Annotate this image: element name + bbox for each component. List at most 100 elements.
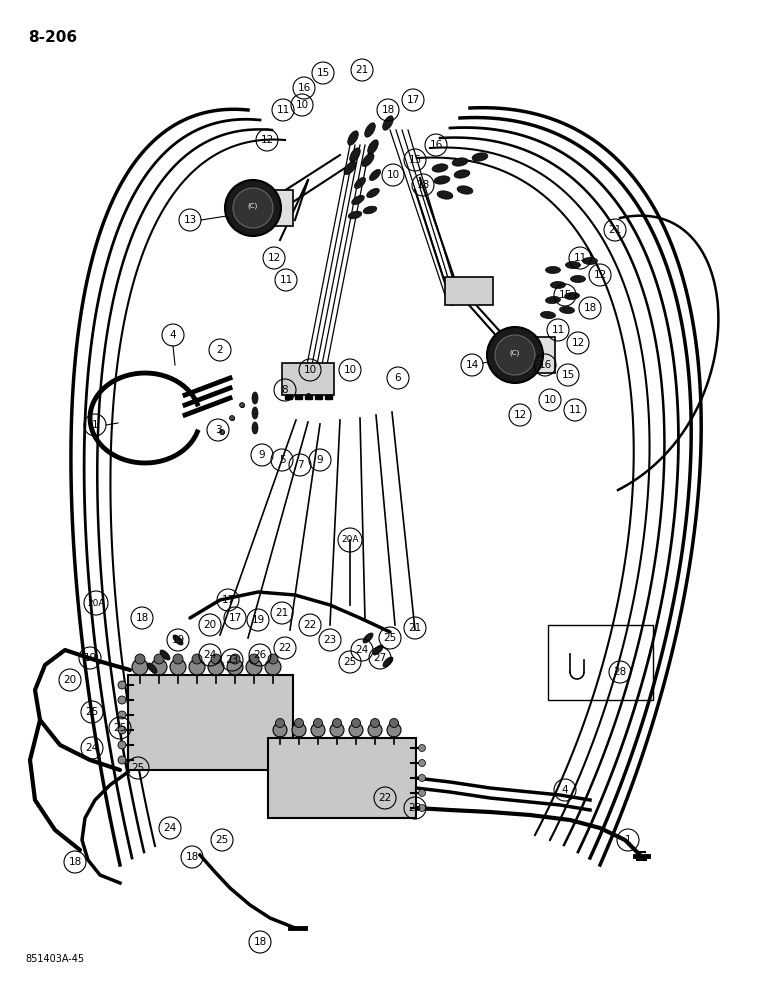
Text: 19: 19	[83, 653, 97, 663]
Circle shape	[332, 718, 342, 728]
Circle shape	[211, 654, 221, 664]
Ellipse shape	[454, 170, 470, 178]
Ellipse shape	[383, 657, 393, 667]
Text: 14: 14	[466, 360, 479, 370]
Ellipse shape	[565, 292, 580, 300]
Text: 9: 9	[259, 450, 265, 460]
Circle shape	[151, 659, 167, 675]
Text: 25: 25	[215, 835, 229, 845]
Circle shape	[170, 659, 186, 675]
Text: 12: 12	[513, 410, 526, 420]
Text: 10: 10	[303, 365, 317, 375]
Text: 17: 17	[406, 95, 420, 105]
Ellipse shape	[472, 153, 488, 161]
Text: 18: 18	[136, 613, 149, 623]
Ellipse shape	[349, 148, 360, 162]
Circle shape	[419, 790, 426, 796]
Ellipse shape	[432, 164, 448, 172]
Ellipse shape	[545, 266, 561, 273]
Circle shape	[352, 718, 360, 728]
Bar	[285, 395, 292, 399]
Text: 851403A-45: 851403A-45	[25, 954, 84, 964]
Text: 8: 8	[282, 385, 289, 395]
Text: 16: 16	[429, 140, 442, 150]
Text: 20: 20	[63, 675, 76, 685]
Ellipse shape	[383, 116, 393, 130]
Circle shape	[419, 760, 426, 766]
Circle shape	[273, 723, 287, 737]
Text: 21: 21	[409, 623, 422, 633]
Circle shape	[227, 659, 243, 675]
Circle shape	[118, 681, 126, 689]
Text: 25: 25	[343, 657, 356, 667]
Circle shape	[275, 718, 285, 728]
Ellipse shape	[160, 650, 170, 660]
Text: 26: 26	[254, 650, 267, 660]
Text: 22: 22	[303, 620, 317, 630]
Circle shape	[154, 654, 164, 664]
Circle shape	[368, 723, 382, 737]
Ellipse shape	[348, 131, 358, 145]
Text: 12: 12	[261, 135, 274, 145]
Circle shape	[292, 723, 306, 737]
Circle shape	[192, 654, 202, 664]
Bar	[325, 395, 332, 399]
Ellipse shape	[363, 206, 377, 214]
Text: 22: 22	[378, 793, 392, 803]
Circle shape	[239, 402, 244, 408]
Text: 10: 10	[544, 395, 557, 405]
Text: 2: 2	[217, 345, 223, 355]
Text: 15: 15	[317, 68, 330, 78]
Circle shape	[330, 723, 344, 737]
Text: 18: 18	[381, 105, 395, 115]
Text: 11: 11	[573, 253, 587, 263]
Text: 17: 17	[222, 595, 235, 605]
Text: 10: 10	[296, 100, 309, 110]
Circle shape	[295, 718, 303, 728]
Text: 18: 18	[583, 303, 597, 313]
Ellipse shape	[365, 123, 375, 137]
Ellipse shape	[437, 191, 453, 199]
Text: 15: 15	[558, 290, 572, 300]
Text: 4: 4	[562, 785, 569, 795]
Text: 20A: 20A	[87, 598, 105, 607]
Text: 25: 25	[113, 723, 126, 733]
Circle shape	[135, 654, 145, 664]
Ellipse shape	[434, 176, 450, 184]
Text: 28: 28	[613, 667, 626, 677]
Ellipse shape	[252, 392, 258, 404]
Text: 4: 4	[170, 330, 176, 340]
Text: 16: 16	[297, 83, 310, 93]
Ellipse shape	[583, 257, 597, 264]
Ellipse shape	[373, 645, 383, 655]
Text: 24: 24	[163, 823, 176, 833]
Text: 17: 17	[229, 613, 242, 623]
Ellipse shape	[452, 158, 468, 166]
Circle shape	[189, 659, 205, 675]
Ellipse shape	[352, 195, 364, 205]
Circle shape	[314, 718, 322, 728]
Ellipse shape	[551, 282, 566, 288]
Circle shape	[487, 327, 543, 383]
Ellipse shape	[344, 161, 356, 175]
Circle shape	[419, 774, 426, 782]
Circle shape	[387, 723, 401, 737]
Bar	[238, 190, 293, 226]
Text: 21: 21	[356, 65, 369, 75]
Circle shape	[208, 659, 224, 675]
Ellipse shape	[173, 635, 183, 645]
Bar	[500, 337, 555, 373]
Text: 20: 20	[204, 620, 217, 630]
Text: 27: 27	[374, 653, 387, 663]
Ellipse shape	[147, 663, 157, 673]
Ellipse shape	[457, 186, 473, 194]
Text: 25: 25	[384, 633, 396, 643]
Text: 19: 19	[251, 615, 264, 625]
Text: 16: 16	[538, 360, 551, 370]
Text: 21: 21	[608, 225, 622, 235]
Ellipse shape	[570, 275, 586, 282]
Text: (C): (C)	[248, 203, 258, 209]
Circle shape	[173, 654, 183, 664]
Circle shape	[225, 180, 281, 236]
Bar	[315, 395, 322, 399]
